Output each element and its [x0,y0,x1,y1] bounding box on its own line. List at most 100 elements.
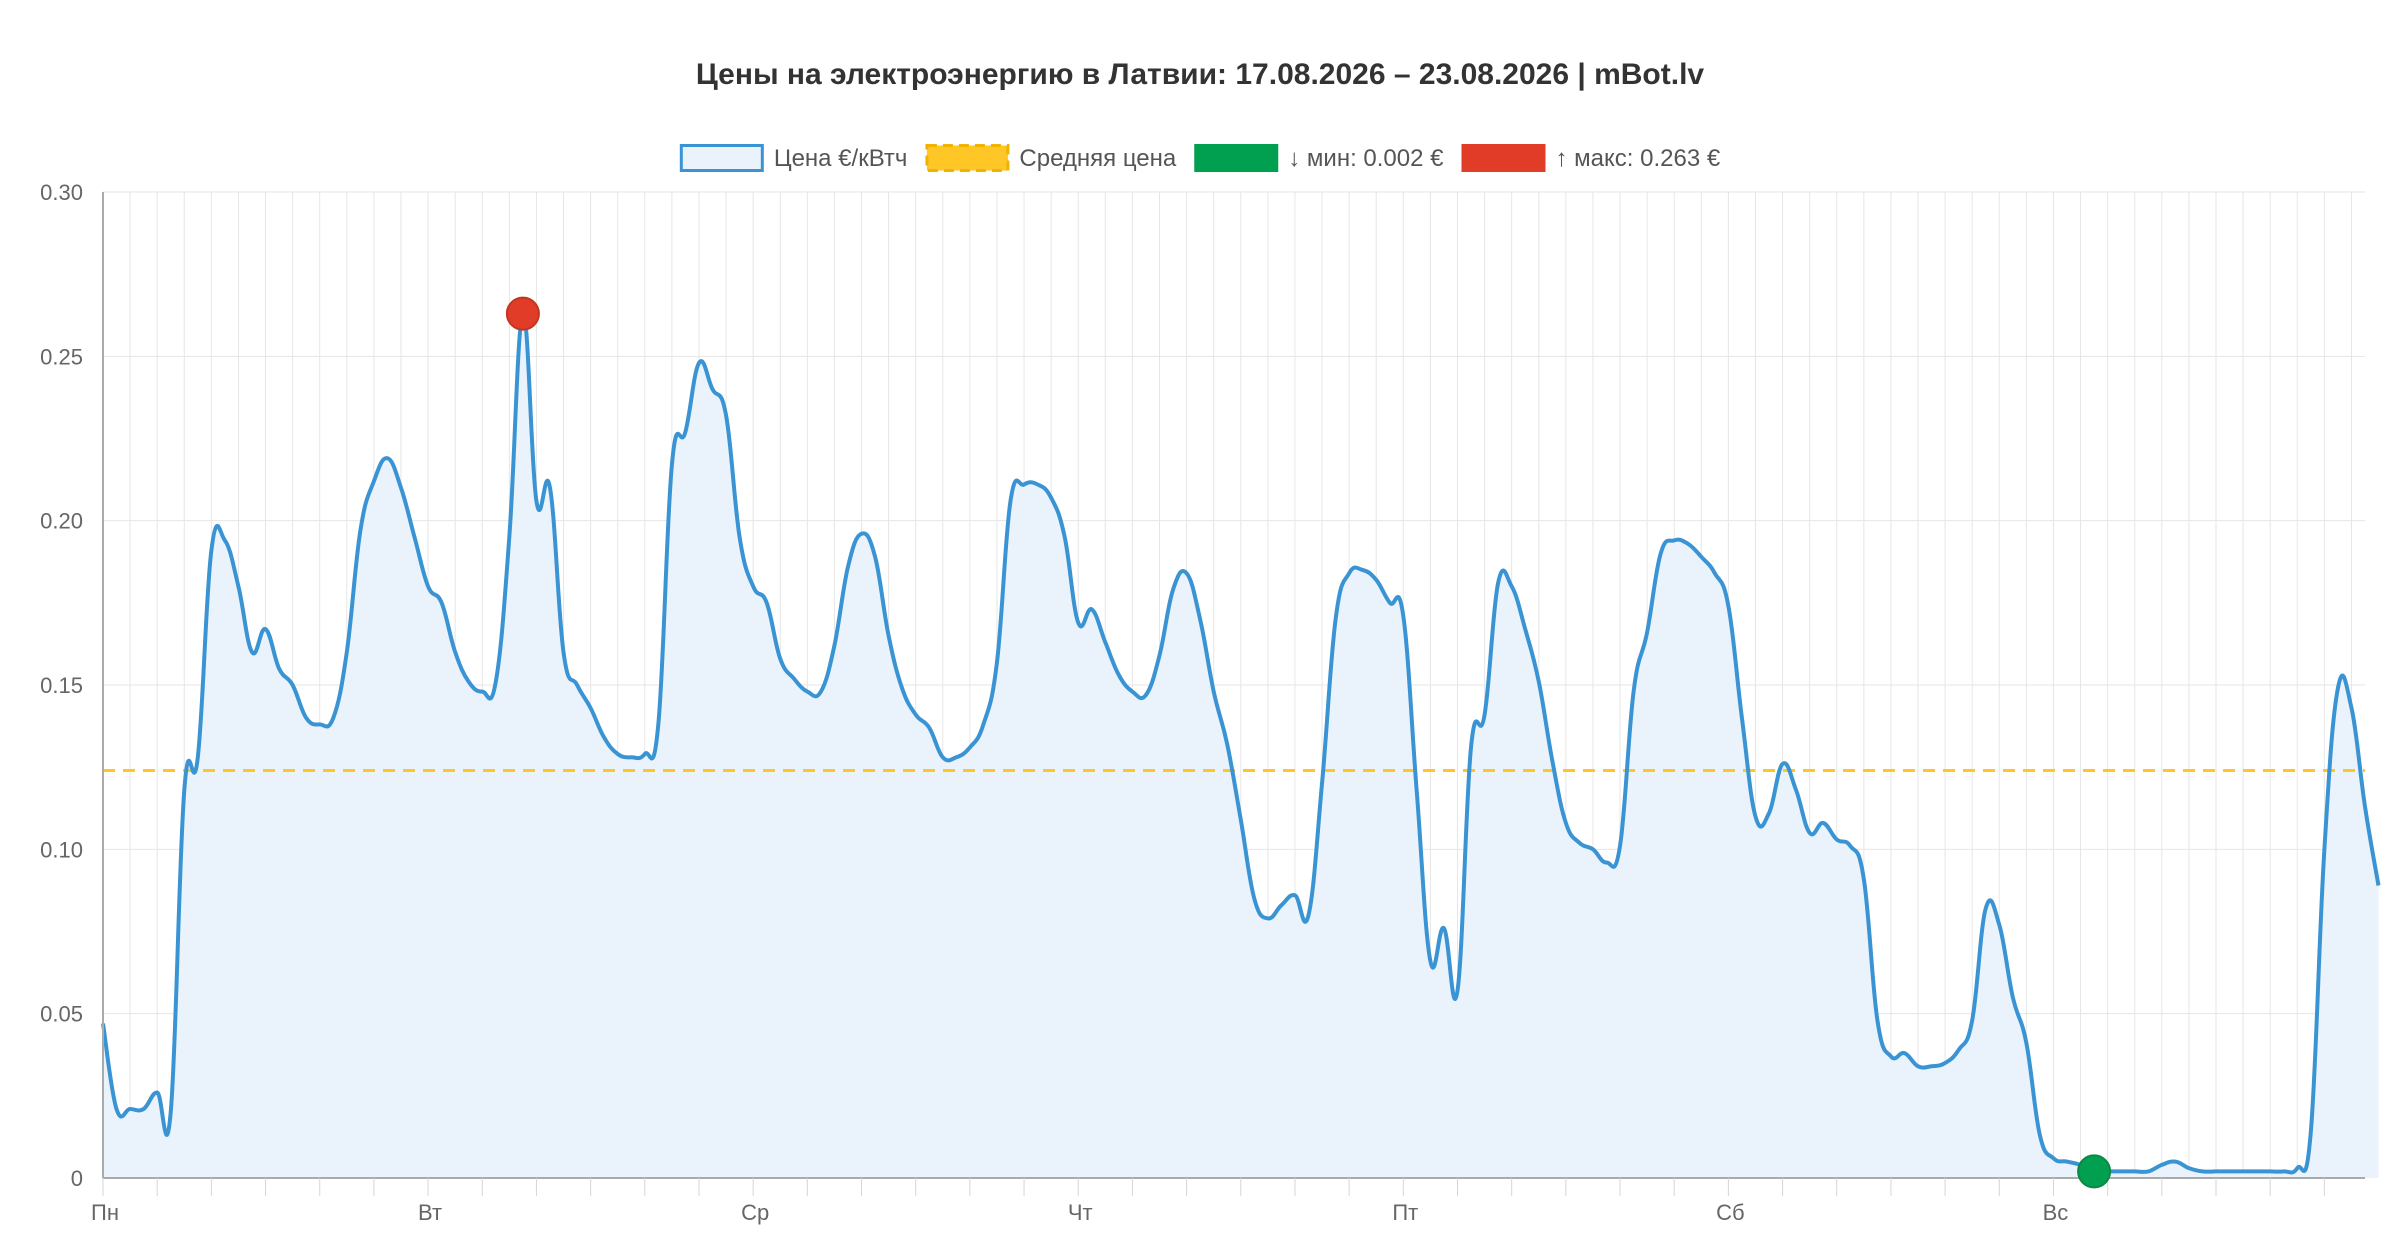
price-data-point [562,650,566,654]
price-data-point [2228,1169,2232,1173]
price-data-point [1036,483,1040,487]
legend[interactable]: Цена €/кВтч Средняя цена ↓ мин: 0.002 € ↑ м… [679,144,1721,172]
price-data-point [616,752,620,756]
price-data-point [1672,538,1676,542]
price-data-point [115,1107,119,1111]
price-data-point [1699,555,1703,559]
price-data-point [1293,893,1297,897]
price-data-point [453,650,457,654]
price-data-point [1225,742,1229,746]
axis-layer: 0 0.05 0.10 0.15 0.20 0.25 0.30 Пн Вт Ср Чт Пт Сб Вс [40,180,2365,1225]
price-data-point [1943,1061,1947,1065]
price-data-point [1469,745,1473,749]
legend-item-min[interactable]: ↓ мин: 0.002 € [1194,144,1444,172]
y-tick-label: 0.30 [40,180,83,205]
price-data-point [2119,1169,2123,1173]
price-data-point [1252,897,1256,901]
price-data-point [264,627,268,631]
price-data-point [1645,630,1649,634]
price-data-point [1049,496,1053,500]
price-data-point [2011,995,2015,999]
legend-item-max[interactable]: ↑ макс: 0.263 € [1461,144,1721,172]
price-data-point [1957,1048,1961,1052]
price-data-point [1347,571,1351,575]
price-data-point [2309,1130,2313,1134]
price-data-point [846,565,850,569]
price-data-point [1740,716,1744,720]
price-data-point [1632,690,1636,694]
price-data-point [1930,1064,1934,1068]
price-data-point [1442,926,1446,930]
price-data-point [1158,653,1162,657]
price-series-line [101,311,2381,1175]
price-data-point [345,650,349,654]
price-data-point [494,680,498,684]
price-data-point [480,690,484,694]
price-data-point [914,713,918,717]
price-data-point [887,634,891,638]
price-data-point [1591,847,1595,851]
price-data-point [1428,959,1432,963]
y-tick-label: 0.25 [40,344,83,369]
price-data-point [2187,1166,2191,1170]
price-data-point [1279,903,1283,907]
line-layer [101,311,2381,1175]
price-data-point [1916,1064,1920,1068]
price-data-point [860,532,864,536]
y-tick-label: 0.20 [40,509,83,534]
x-tick-label: Пн [91,1200,119,1225]
price-data-point [2349,706,2353,710]
price-data-point [656,722,660,726]
area-layer [103,313,2379,1179]
price-data-point [385,456,389,460]
price-data-point [602,736,606,740]
price-data-point [1374,578,1378,582]
price-data-point [2268,1169,2272,1173]
price-area-fill [103,313,2379,1179]
min-price-marker [2077,1154,2112,1189]
price-data-point [1483,713,1487,717]
price-data-point [1523,627,1527,631]
price-data-point [1997,923,2001,927]
price-data-point [1090,607,1094,611]
y-tick-label: 0.05 [40,1002,83,1027]
legend-item-price[interactable]: Цена €/кВтч [679,144,907,172]
price-data-point [819,690,823,694]
price-data-point [765,601,769,605]
price-data-point [169,1110,173,1114]
price-data-point [1875,1018,1879,1022]
y-tick-label: 0.15 [40,673,83,698]
price-data-point [873,555,877,559]
price-data-point [589,706,593,710]
price-data-point [832,644,836,648]
price-data-point [778,657,782,661]
price-data-point [1984,906,1988,910]
price-data-point [1117,673,1121,677]
price-data-point [2051,1156,2055,1160]
price-data-point [1821,821,1825,825]
price-data-point [1334,617,1338,621]
price-data-point [1550,759,1554,763]
price-data-point [2200,1169,2204,1173]
price-data-point [2173,1160,2177,1164]
legend-item-avg[interactable]: Средняя цена [925,144,1177,172]
x-tick-label: Сб [1716,1200,1745,1225]
price-data-point [413,535,417,539]
y-tick-label: 0.10 [40,837,83,862]
price-data-point [2241,1169,2245,1173]
price-data-point [534,499,538,503]
price-data-point [1618,844,1622,848]
price-data-point [1185,571,1189,575]
price-data-point [1713,571,1717,575]
price-data-point [182,788,186,792]
price-data-point [643,752,647,756]
price-data-point [399,486,403,490]
price-data-point [1564,821,1568,825]
price-data-point [1902,1051,1906,1055]
price-data-point [1212,690,1216,694]
price-data-point [1198,617,1202,621]
price-data-point [1063,535,1067,539]
price-data-point [331,716,335,720]
